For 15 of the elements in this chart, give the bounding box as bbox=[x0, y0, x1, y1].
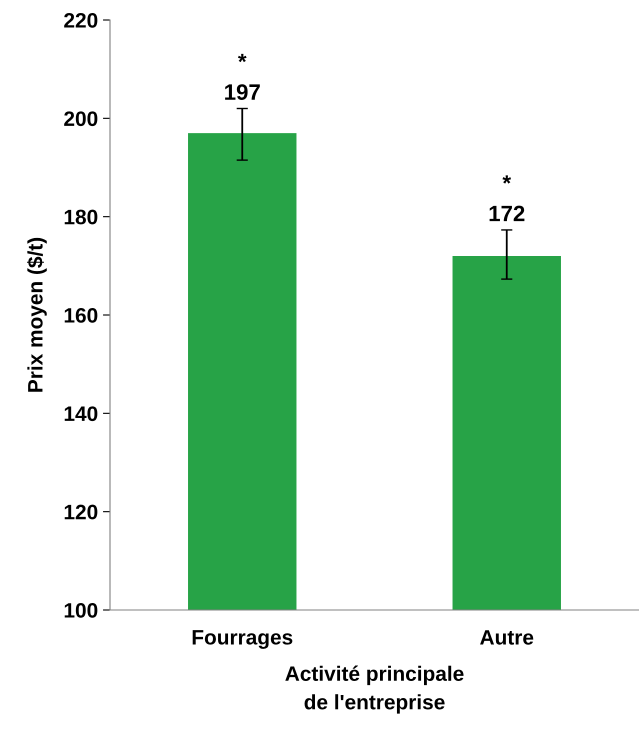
x-tick-label: Autre bbox=[480, 630, 534, 645]
y-tick-label: 120 bbox=[64, 504, 98, 520]
data-label: 172 bbox=[490, 206, 524, 222]
y-tick-label: 220 bbox=[64, 13, 98, 28]
data-label: 197 bbox=[225, 84, 260, 100]
y-axis-title: Prix moyen ($/t) bbox=[26, 238, 47, 392]
annotation: * bbox=[238, 54, 247, 62]
y-tick-label: 160 bbox=[64, 308, 98, 323]
y-tick-label: 200 bbox=[64, 111, 98, 126]
y-tick-label: 100 bbox=[64, 603, 98, 618]
y-tick-label: 140 bbox=[64, 406, 98, 422]
y-tick-label: 180 bbox=[64, 210, 98, 224]
annotation: * bbox=[502, 175, 512, 184]
x-tick-label: Fourrages bbox=[192, 630, 292, 649]
x-axis-title: Activité principale de l'entreprise bbox=[285, 666, 464, 714]
